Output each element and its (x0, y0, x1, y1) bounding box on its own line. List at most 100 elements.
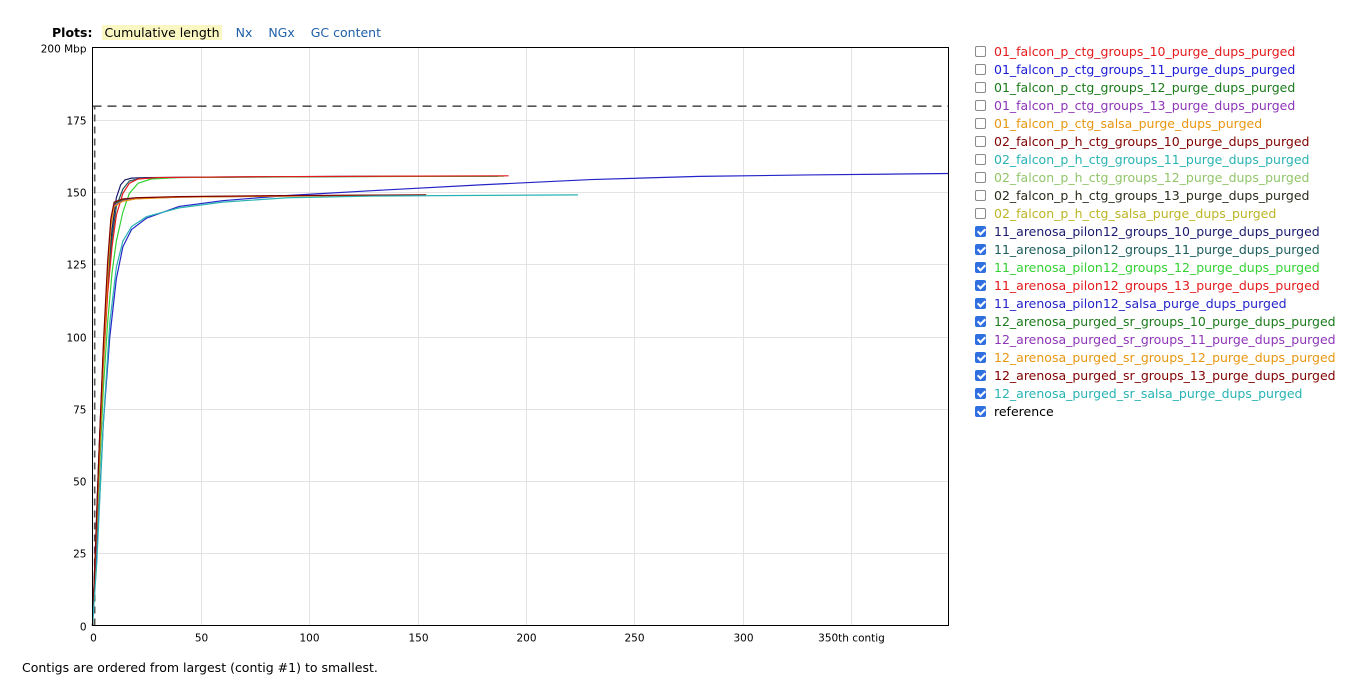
legend-item[interactable]: 01_falcon_p_ctg_groups_12_purge_dups_pur… (973, 78, 1336, 96)
legend-checkbox[interactable] (975, 225, 986, 237)
y-tick-label: 200 Mbp (41, 44, 87, 56)
series-line (91, 194, 425, 626)
plot-frame (92, 47, 949, 626)
legend-label: 11_arenosa_pilon12_groups_13_purge_dups_… (994, 277, 1320, 293)
legend-item[interactable]: 02_falcon_p_h_ctg_groups_13_purge_dups_p… (973, 186, 1336, 204)
legend-item[interactable]: 12_arenosa_purged_sr_groups_11_purge_dup… (973, 330, 1336, 348)
plots-label: Plots: (52, 25, 93, 40)
legend-item[interactable]: 02_falcon_p_h_ctg_groups_11_purge_dups_p… (973, 150, 1336, 168)
legend-label: 02_falcon_p_h_ctg_groups_13_purge_dups_p… (994, 187, 1310, 203)
legend-item[interactable]: 02_falcon_p_h_ctg_groups_10_purge_dups_p… (973, 132, 1336, 150)
x-tick-label: 50 (195, 633, 208, 645)
x-tick-label: 0 (90, 633, 97, 645)
legend-label: 12_arenosa_purged_sr_groups_13_purge_dup… (994, 367, 1336, 383)
cumulative-length-chart: 0 50 100 150 200 250 300 350th contig 0 25 50 75 100… (41, 44, 949, 645)
x-tick-label: 300 (733, 633, 753, 645)
reference-lines (92, 105, 949, 626)
legend-label: 01_falcon_p_ctg_salsa_purge_dups_purged (994, 115, 1263, 131)
legend-label: 01_falcon_p_ctg_groups_13_purge_dups_pur… (994, 97, 1296, 113)
legend-checkbox[interactable] (975, 261, 986, 273)
legend-label: 01_falcon_p_ctg_groups_12_purge_dups_pur… (994, 79, 1296, 95)
legend-label: 01_falcon_p_ctg_groups_10_purge_dups_pur… (994, 43, 1296, 59)
legend-item[interactable]: 01_falcon_p_ctg_groups_11_purge_dups_pur… (973, 60, 1336, 78)
y-tick-label: 175 (66, 116, 86, 128)
series-line (91, 194, 427, 626)
grid-lines (92, 47, 949, 626)
legend-label: 11_arenosa_pilon12_groups_12_purge_dups_… (994, 259, 1320, 275)
tab-ngx[interactable]: NGx (268, 25, 295, 40)
legend-checkbox[interactable] (975, 171, 986, 183)
legend-item[interactable]: 12_arenosa_purged_sr_groups_13_purge_dup… (973, 366, 1336, 384)
x-tick-label: 200 (516, 633, 536, 645)
legend-item[interactable]: 12_arenosa_purged_sr_groups_10_purge_dup… (973, 312, 1336, 330)
footnote: Contigs are ordered from largest (contig… (22, 660, 378, 675)
legend-checkbox[interactable] (975, 117, 986, 129)
legend-item[interactable]: 12_arenosa_purged_sr_groups_12_purge_dup… (973, 348, 1336, 366)
legend-item[interactable]: 02_falcon_p_h_ctg_salsa_purge_dups_purge… (973, 204, 1336, 222)
legend-checkbox[interactable] (975, 45, 986, 57)
legend-label: 12_arenosa_purged_sr_groups_12_purge_dup… (994, 349, 1336, 365)
legend-checkbox[interactable] (975, 207, 986, 219)
legend-checkbox[interactable] (975, 297, 986, 309)
legend-label: 02_falcon_p_h_ctg_groups_11_purge_dups_p… (994, 151, 1310, 167)
legend-label: 02_falcon_p_h_ctg_salsa_purge_dups_purge… (994, 205, 1277, 221)
legend-checkbox[interactable] (975, 387, 986, 399)
legend-item[interactable]: 11_arenosa_pilon12_groups_11_purge_dups_… (973, 240, 1336, 258)
legend-label: 12_arenosa_purged_sr_salsa_purge_dups_pu… (994, 385, 1303, 401)
y-tick-label: 50 (73, 477, 86, 489)
legend-checkbox[interactable] (975, 243, 986, 255)
legend-label: 12_arenosa_purged_sr_groups_11_purge_dup… (994, 331, 1336, 347)
legend-item[interactable]: 02_falcon_p_h_ctg_groups_12_purge_dups_p… (973, 168, 1336, 186)
legend-item[interactable]: 01_falcon_p_ctg_groups_13_purge_dups_pur… (973, 96, 1336, 114)
tab-gc-content[interactable]: GC content (310, 25, 381, 40)
legend-checkbox[interactable] (975, 135, 986, 147)
series-line (91, 175, 509, 626)
legend-item[interactable]: 01_falcon_p_ctg_salsa_purge_dups_purged (973, 114, 1336, 132)
legend-item[interactable]: reference (973, 402, 1336, 420)
legend-label: 02_falcon_p_h_ctg_groups_10_purge_dups_p… (994, 133, 1310, 149)
legend-label: 11_arenosa_pilon12_salsa_purge_dups_purg… (994, 295, 1287, 311)
legend-item[interactable]: 11_arenosa_pilon12_groups_10_purge_dups_… (973, 222, 1336, 240)
legend-label: reference (994, 403, 1054, 419)
x-tick-label: 150 (408, 633, 428, 645)
legend-checkbox[interactable] (975, 351, 986, 363)
legend-checkbox[interactable] (975, 99, 986, 111)
y-tick-label: 25 (73, 549, 86, 561)
legend-item[interactable]: 11_arenosa_pilon12_groups_12_purge_dups_… (973, 258, 1336, 276)
x-tick-label: 350th contig (818, 633, 885, 645)
legend-label: 02_falcon_p_h_ctg_groups_12_purge_dups_p… (994, 169, 1310, 185)
y-tick-label: 0 (80, 622, 87, 634)
legend-checkbox[interactable] (975, 279, 986, 291)
legend-checkbox[interactable] (975, 153, 986, 165)
series-line (91, 175, 498, 626)
legend-item[interactable]: 01_falcon_p_ctg_groups_10_purge_dups_pur… (973, 42, 1336, 60)
legend-item[interactable]: 11_arenosa_pilon12_salsa_purge_dups_purg… (973, 294, 1336, 312)
legend-item[interactable]: 11_arenosa_pilon12_groups_13_purge_dups_… (973, 276, 1336, 294)
legend-checkbox[interactable] (975, 315, 986, 327)
legend-label: 11_arenosa_pilon12_groups_10_purge_dups_… (994, 223, 1320, 239)
series-line (91, 175, 498, 626)
axis-ticks: 0 50 100 150 200 250 300 350th contig 0 25 50 75 100… (41, 44, 885, 645)
legend-checkbox[interactable] (975, 369, 986, 381)
series-line (91, 194, 425, 626)
legend-item[interactable]: 12_arenosa_purged_sr_salsa_purge_dups_pu… (973, 384, 1336, 402)
legend-checkbox[interactable] (975, 333, 986, 345)
x-tick-label: 100 (299, 633, 319, 645)
legend-label: 12_arenosa_purged_sr_groups_10_purge_dup… (994, 313, 1336, 329)
legend-checkbox[interactable] (975, 189, 986, 201)
x-tick-label: 250 (624, 633, 644, 645)
tab-cumulative-length[interactable]: Cumulative length (102, 25, 222, 40)
y-tick-label: 125 (66, 260, 86, 272)
y-tick-label: 150 (66, 188, 86, 200)
series-line (91, 194, 578, 626)
series-line (91, 194, 425, 626)
legend: 01_falcon_p_ctg_groups_10_purge_dups_pur… (973, 42, 1336, 420)
legend-checkbox[interactable] (975, 405, 986, 417)
legend-checkbox[interactable] (975, 81, 986, 93)
tab-nx[interactable]: Nx (235, 25, 253, 40)
legend-checkbox[interactable] (975, 63, 986, 75)
series-line (91, 175, 505, 626)
legend-label: 01_falcon_p_ctg_groups_11_purge_dups_pur… (994, 61, 1296, 77)
y-tick-label: 75 (73, 405, 86, 417)
legend-label: 11_arenosa_pilon12_groups_11_purge_dups_… (994, 241, 1320, 257)
